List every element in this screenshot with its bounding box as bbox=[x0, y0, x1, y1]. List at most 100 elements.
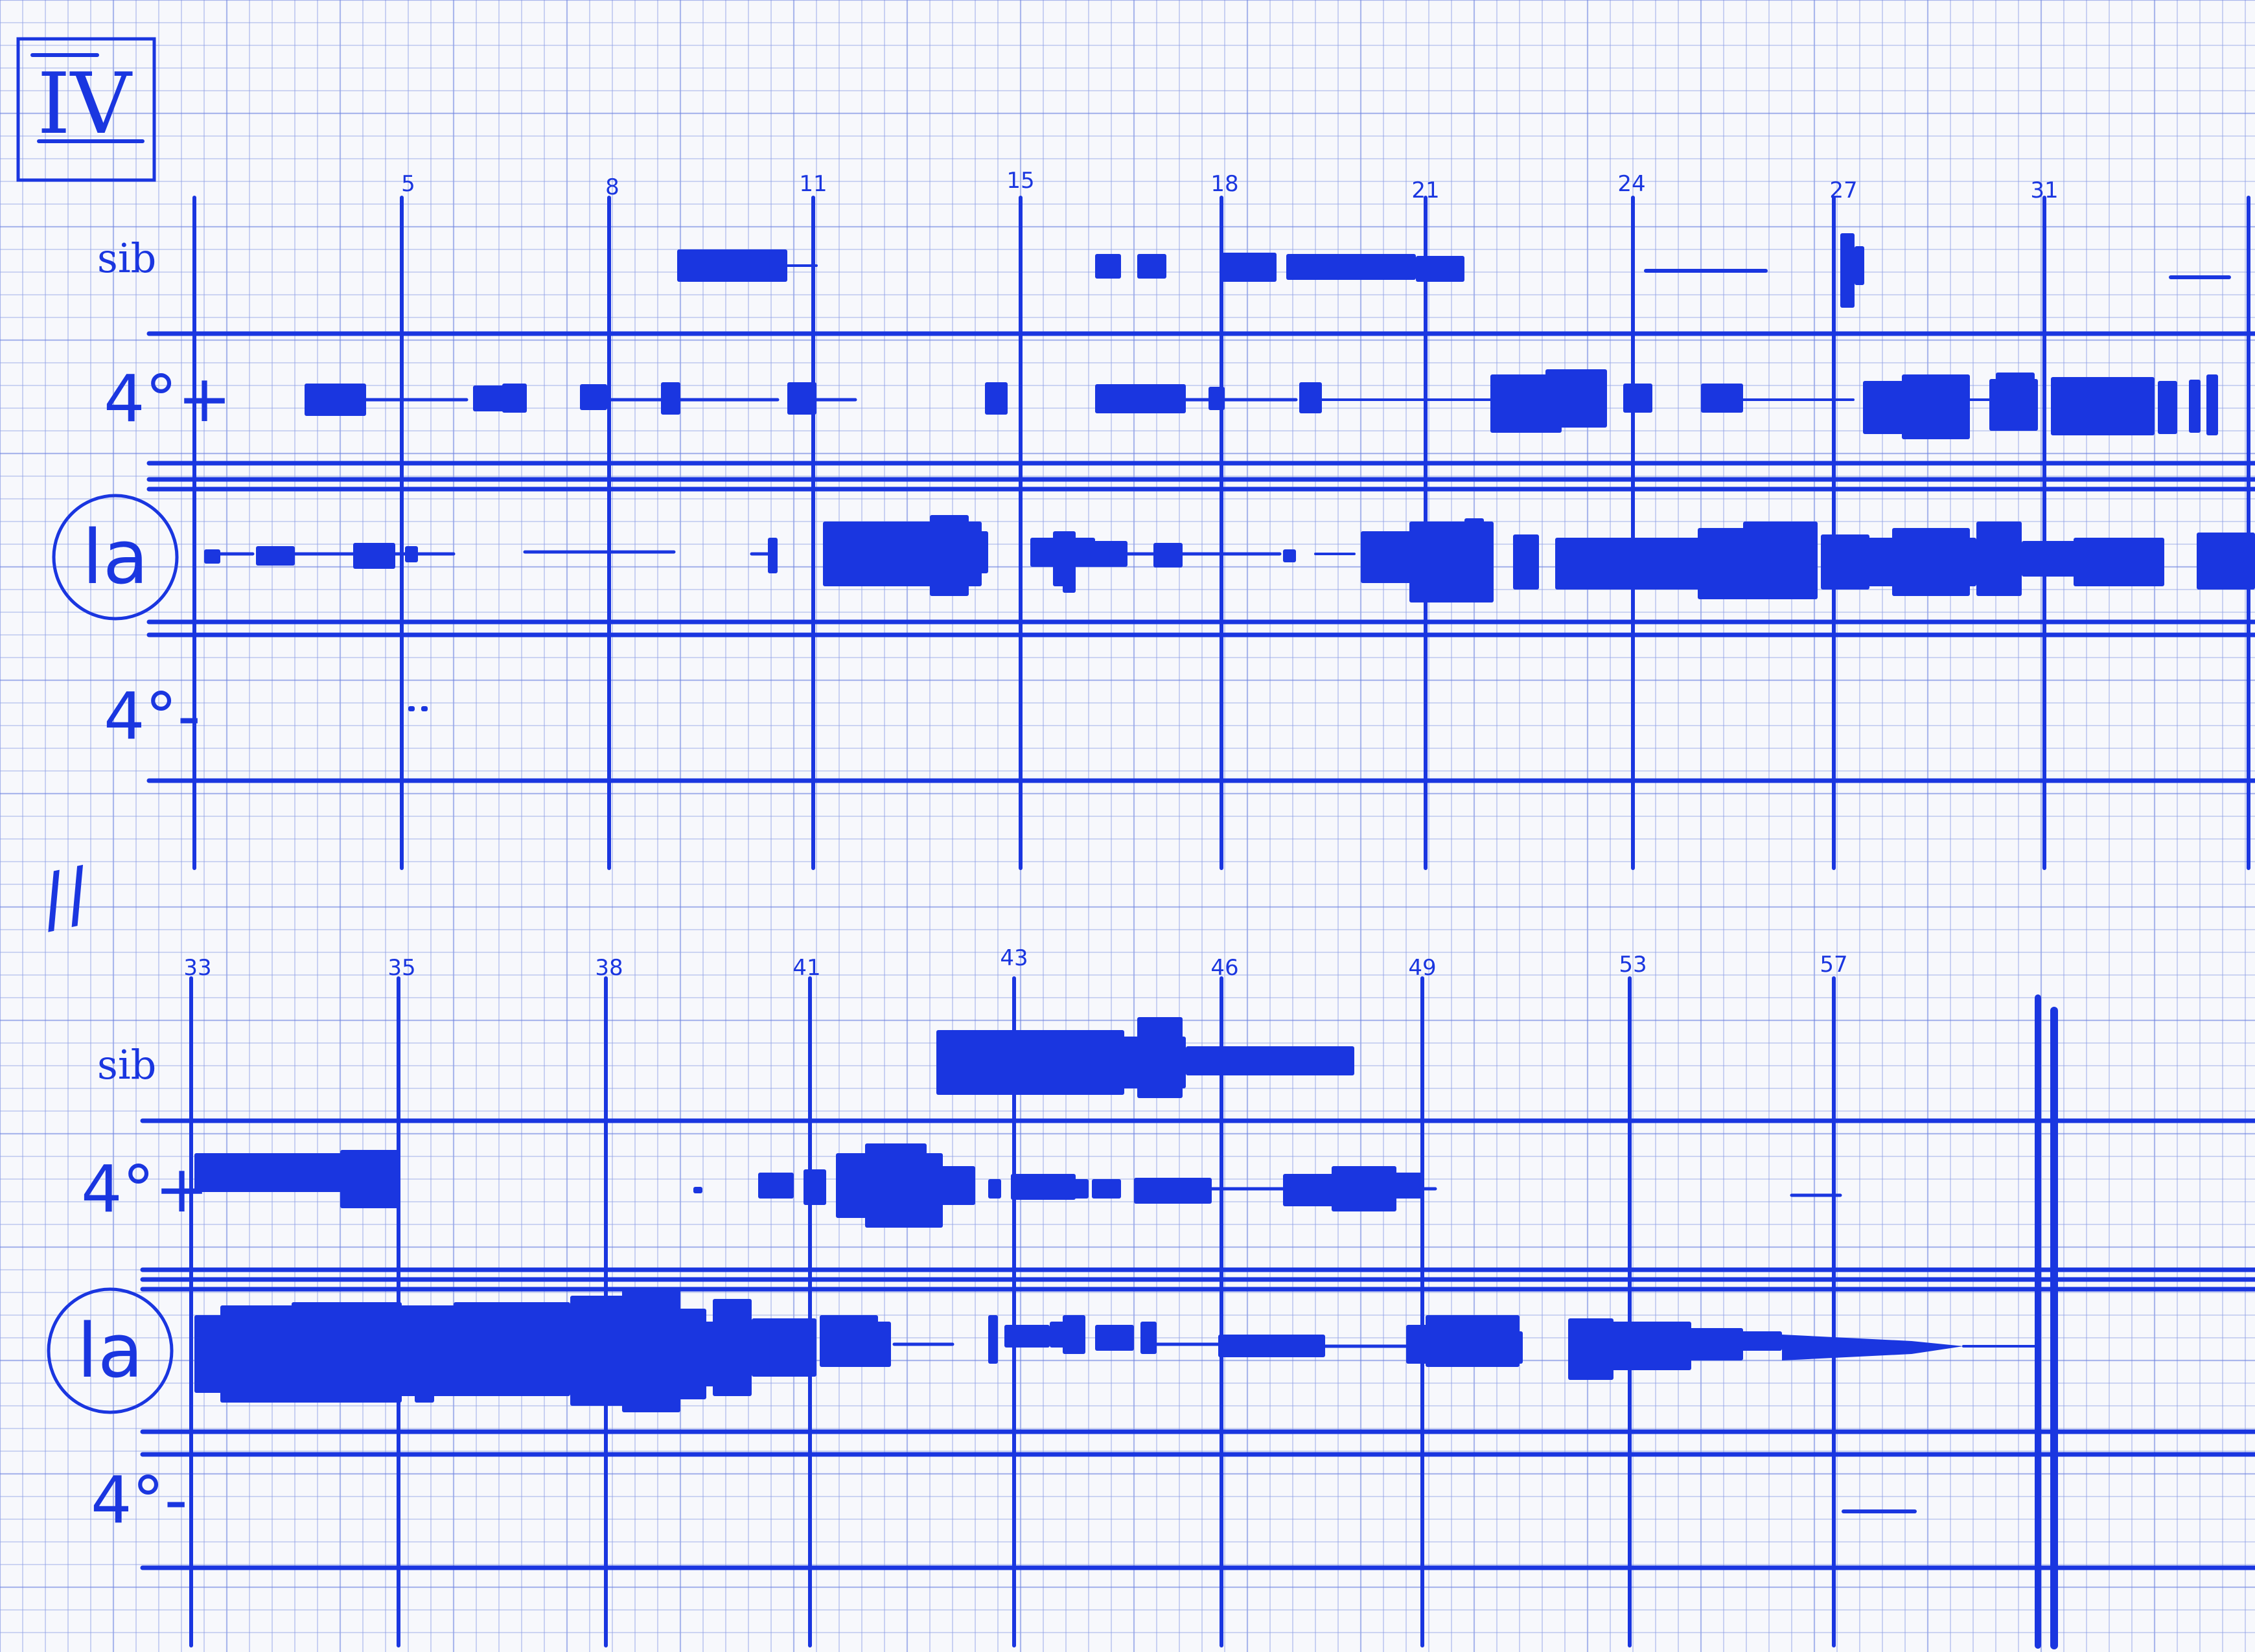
measure-number: 49 bbox=[1408, 955, 1436, 981]
measure-number: 5 bbox=[401, 171, 415, 197]
section-label-box: IV bbox=[16, 37, 156, 182]
la-block bbox=[204, 549, 220, 564]
la-block bbox=[415, 1315, 434, 1403]
section-break-mark: // bbox=[33, 851, 98, 942]
system2-label-four-minus: 4°- bbox=[91, 1462, 188, 1538]
four-plus-block bbox=[2189, 380, 2201, 433]
la-block bbox=[1153, 543, 1183, 568]
system2-label-la: la bbox=[77, 1308, 143, 1395]
la-block bbox=[1717, 1331, 1782, 1351]
system1-label-four-minus: 4°- bbox=[104, 678, 201, 754]
la-block bbox=[1821, 534, 1869, 590]
sib-block bbox=[1095, 254, 1121, 279]
sib-block bbox=[1855, 246, 1864, 285]
measure-number: 38 bbox=[595, 955, 623, 981]
four-plus-block bbox=[1063, 1179, 1089, 1199]
measure-number: 21 bbox=[1411, 178, 1439, 203]
four-plus-block bbox=[305, 384, 366, 416]
four-plus-block bbox=[1134, 1178, 1212, 1204]
four-plus-block bbox=[194, 1153, 343, 1192]
la-block bbox=[353, 543, 395, 569]
measure-number: 43 bbox=[1000, 945, 1028, 971]
la-block bbox=[1283, 549, 1296, 562]
measure-number: 18 bbox=[1210, 171, 1238, 197]
measure-number: 8 bbox=[605, 174, 619, 200]
la-taper bbox=[1782, 1335, 1963, 1360]
measure-number: 57 bbox=[1820, 952, 1847, 978]
la-block bbox=[713, 1299, 752, 1396]
four-plus-block bbox=[2051, 377, 2155, 435]
la-block bbox=[768, 538, 778, 573]
sib-block bbox=[936, 1030, 1124, 1095]
four-plus-block bbox=[1374, 1173, 1422, 1199]
four-plus-block bbox=[907, 1153, 943, 1228]
measure-number: 11 bbox=[799, 171, 827, 197]
system1-label-sib: sib bbox=[97, 235, 156, 282]
four-plus-block bbox=[787, 382, 816, 415]
measure-number: 15 bbox=[1006, 168, 1034, 194]
measure-number: 24 bbox=[1617, 171, 1645, 197]
la-block bbox=[1464, 518, 1484, 586]
la-block bbox=[1743, 522, 1818, 599]
four-plus-block bbox=[693, 1187, 702, 1193]
four-plus-block bbox=[1545, 369, 1607, 428]
four-plus-block bbox=[1011, 1174, 1076, 1200]
four-plus-block bbox=[340, 1150, 399, 1208]
system2-label-la-circle: la bbox=[47, 1287, 174, 1414]
la-block bbox=[930, 515, 969, 596]
sib-block bbox=[1137, 254, 1166, 279]
sib-block bbox=[1416, 256, 1464, 282]
la-block bbox=[2197, 533, 2255, 590]
measure-number: 31 bbox=[2030, 178, 2058, 203]
four-plus-block bbox=[1283, 1174, 1345, 1206]
la-block bbox=[1063, 531, 1076, 593]
la-block bbox=[256, 546, 295, 566]
la-block bbox=[1513, 534, 1539, 590]
four-plus-block bbox=[1701, 384, 1743, 413]
la-block bbox=[1976, 522, 2022, 596]
four-plus-block bbox=[1902, 374, 1970, 439]
four-minus-dot bbox=[421, 706, 428, 711]
four-plus-block bbox=[2206, 374, 2218, 435]
system1-label-la: la bbox=[82, 514, 148, 601]
la-block bbox=[988, 1315, 998, 1364]
la-block bbox=[1095, 1325, 1134, 1351]
la-block bbox=[1892, 528, 1970, 596]
la-block bbox=[292, 1302, 402, 1403]
measure-number: 27 bbox=[1829, 178, 1857, 203]
la-block bbox=[1063, 1315, 1085, 1354]
la-block bbox=[1464, 1331, 1523, 1364]
four-plus-block bbox=[1095, 384, 1186, 413]
four-plus-block bbox=[580, 384, 607, 410]
sib-block bbox=[1137, 1017, 1183, 1098]
la-block bbox=[969, 531, 988, 573]
four-plus-block bbox=[1299, 382, 1322, 413]
four-plus-block bbox=[1623, 384, 1652, 413]
measure-number: 33 bbox=[183, 955, 211, 981]
four-plus-block bbox=[936, 1166, 975, 1205]
four-plus-block bbox=[2158, 381, 2177, 434]
four-plus-block bbox=[1208, 387, 1225, 410]
four-minus-dot bbox=[408, 706, 415, 711]
la-block bbox=[454, 1302, 570, 1396]
system1-label-la-circle: la bbox=[52, 494, 179, 621]
four-plus-block bbox=[1490, 374, 1562, 433]
four-plus-block bbox=[804, 1169, 826, 1205]
la-block bbox=[2074, 538, 2164, 586]
measure-number: 46 bbox=[1210, 955, 1238, 981]
measure-number: 53 bbox=[1619, 952, 1647, 978]
sib-block bbox=[1221, 253, 1277, 282]
system2-label-four-plus: 4°+ bbox=[81, 1151, 209, 1227]
la-block bbox=[1218, 1335, 1325, 1357]
four-plus-block bbox=[1092, 1179, 1121, 1199]
four-plus-block bbox=[988, 1179, 1001, 1199]
sib-block bbox=[677, 249, 787, 282]
la-block bbox=[752, 1318, 816, 1377]
la-block bbox=[846, 1322, 891, 1367]
four-plus-block bbox=[758, 1173, 794, 1199]
system2-label-sib: sib bbox=[97, 1041, 156, 1088]
system1-label-four-plus: 4°+ bbox=[104, 361, 231, 437]
measure-number: 41 bbox=[792, 955, 820, 981]
